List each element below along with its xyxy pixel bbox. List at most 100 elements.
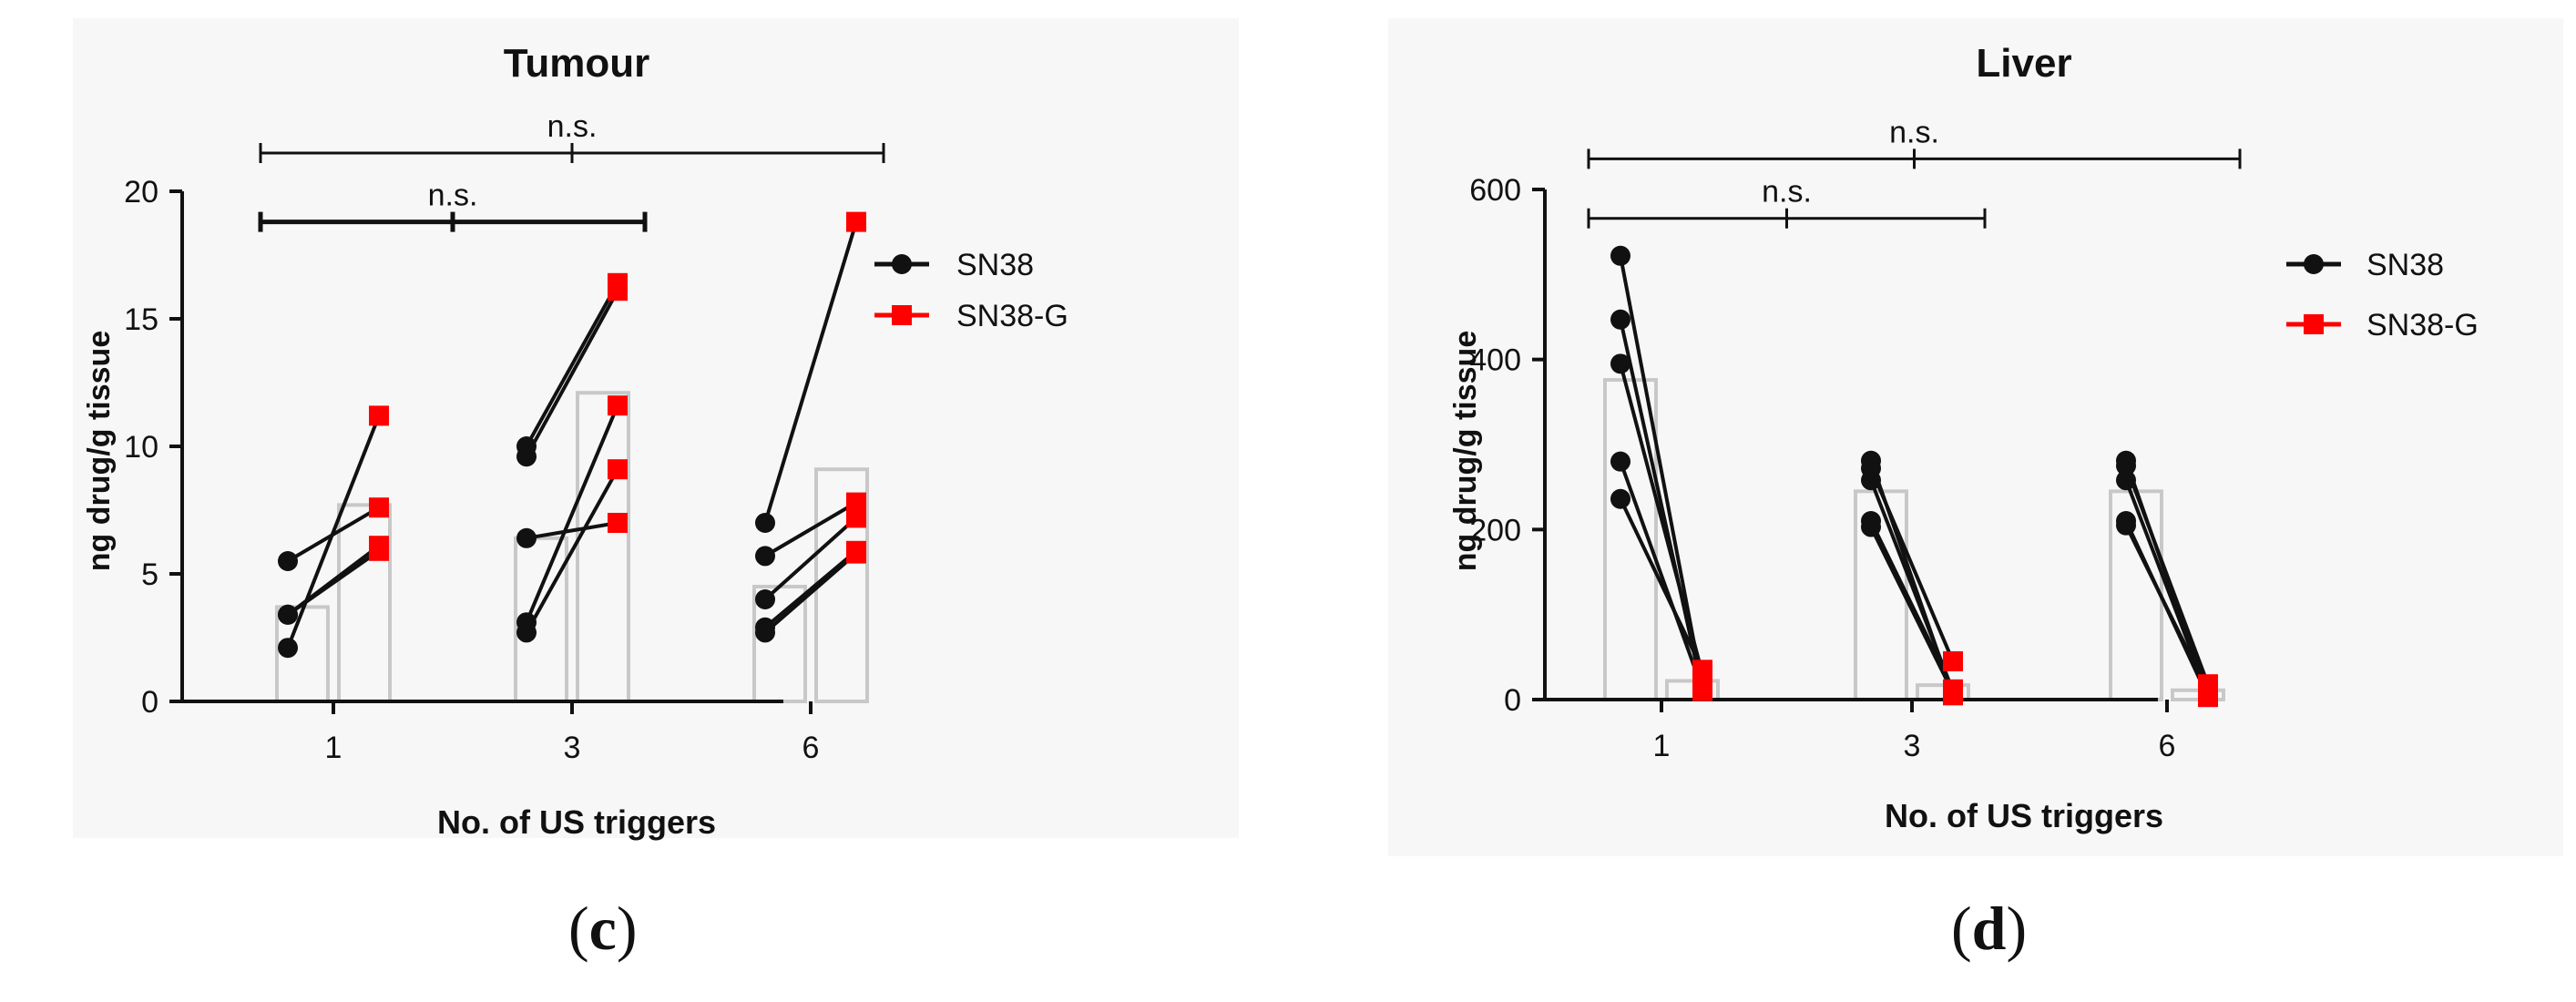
pair-line <box>2124 465 2210 685</box>
significance-label: n.s. <box>428 179 478 213</box>
y-tick-label: 10 <box>124 430 158 465</box>
pair-line <box>286 549 381 617</box>
pair-line <box>763 552 858 634</box>
x-tick-label: 3 <box>1904 729 1921 763</box>
pair-line <box>525 281 619 447</box>
sn38-point <box>1861 516 1881 537</box>
sn38g-point <box>369 497 389 518</box>
legend-sn38-marker <box>2304 254 2324 274</box>
sn38g-point <box>846 507 866 528</box>
label-close-paren: ) <box>2006 894 2028 963</box>
liver-chart: Liver No. of US triggers ng drug/g tissu… <box>1388 18 2563 856</box>
x-axis-label: No. of US triggers <box>1885 797 2163 834</box>
legend-sn38g-marker <box>892 305 912 325</box>
sn38-point <box>1610 245 1630 266</box>
sn38g-point <box>369 405 389 426</box>
y-tick-label: 200 <box>1469 513 1521 547</box>
sn38g-point <box>1943 682 1963 703</box>
label-open-paren: ( <box>1951 894 1972 963</box>
legend-sn38g-marker <box>2304 314 2324 334</box>
y-tick-label: 0 <box>141 685 158 720</box>
y-tick-label: 400 <box>1469 343 1521 378</box>
label-letter: c <box>588 894 617 963</box>
pair-line <box>525 290 619 458</box>
chart-title: Tumour <box>504 41 650 86</box>
pair-line <box>1869 467 1955 662</box>
plot-background <box>73 18 1239 838</box>
legend-sn38-marker <box>892 254 912 274</box>
label-close-paren: ) <box>616 894 638 963</box>
sn38-point <box>2116 455 2136 476</box>
pair-line <box>763 516 858 601</box>
pair-line <box>1619 497 1704 671</box>
sn38-point <box>1610 451 1630 472</box>
significance-label: n.s. <box>547 109 598 144</box>
pair-line <box>763 549 858 629</box>
sn38g-point <box>369 540 389 561</box>
sn38-point <box>516 446 537 467</box>
legend: SN38 SN38-G <box>2286 248 2479 343</box>
pair-line <box>1619 255 1704 688</box>
legend-sn38g-label: SN38-G <box>2366 308 2479 343</box>
sn38g-point <box>608 281 628 302</box>
sn38g-point <box>608 395 628 416</box>
plot-area: 0 200 400 600 1 3 6 n.s. n.s. <box>1469 115 2242 763</box>
sn38-point <box>1610 488 1630 509</box>
sn38-point <box>2116 470 2136 491</box>
pair-line <box>1869 479 1955 692</box>
y-tick-label: 600 <box>1469 173 1521 208</box>
x-tick-label: 1 <box>325 731 342 765</box>
label-letter: d <box>1971 894 2007 963</box>
pair-line <box>763 500 858 558</box>
sn38-point <box>755 589 775 609</box>
pair-line <box>526 521 618 540</box>
x-axis-label: No. of US triggers <box>437 803 716 841</box>
sn38-point <box>516 527 537 548</box>
panel-label-d: (d) <box>1951 893 2027 965</box>
sn38-point <box>516 622 537 643</box>
pair-line <box>1619 363 1704 675</box>
sn38g-point <box>1692 679 1712 700</box>
significance-label: n.s. <box>1762 175 1812 210</box>
pair-line <box>763 221 858 524</box>
sn38g-point <box>608 459 628 480</box>
sn38g-point <box>2198 680 2218 701</box>
chart-title: Liver <box>1976 41 2071 86</box>
y-tick-label: 5 <box>141 557 158 592</box>
sn38-point <box>278 638 298 659</box>
x-tick-label: 3 <box>564 731 581 765</box>
panel-c: Tumour No. of US triggers ng drug/g tiss… <box>73 18 1239 965</box>
x-tick-label: 1 <box>1653 729 1671 763</box>
legend-sn38-label: SN38 <box>956 248 1034 282</box>
pair-line <box>2124 524 2210 692</box>
y-axis-label: ng drug/g tissue <box>82 331 117 571</box>
legend-sn38-label: SN38 <box>2366 248 2444 282</box>
pair-line <box>525 404 619 623</box>
x-tick-label: 6 <box>2159 729 2176 763</box>
sn38-point <box>755 513 775 533</box>
sn38-point <box>278 604 298 625</box>
sn38-point <box>1610 309 1630 330</box>
sn38g-point <box>846 543 866 564</box>
plot-background <box>1388 18 2563 856</box>
sn38-point <box>1861 470 1881 491</box>
sn38g-point <box>1943 651 1963 671</box>
sn38g-point <box>846 211 866 232</box>
legend-sn38g-label: SN38-G <box>956 299 1068 333</box>
sn38-point <box>2116 515 2136 536</box>
significance-label: n.s. <box>1889 115 1939 149</box>
pair-line <box>525 468 619 634</box>
x-tick-label: 6 <box>802 731 820 765</box>
pair-line <box>1869 526 1955 694</box>
pair-line <box>2124 479 2210 696</box>
legend: SN38 SN38-G <box>874 248 1068 333</box>
y-tick-label: 20 <box>124 175 158 210</box>
sn38g-point <box>846 492 866 513</box>
sn38g-point <box>1692 659 1712 680</box>
panel-label-c: (c) <box>568 893 638 965</box>
pair-line <box>286 414 381 649</box>
sn38g-point <box>608 513 628 533</box>
sn38-point <box>755 622 775 643</box>
y-tick-label: 15 <box>124 302 158 337</box>
